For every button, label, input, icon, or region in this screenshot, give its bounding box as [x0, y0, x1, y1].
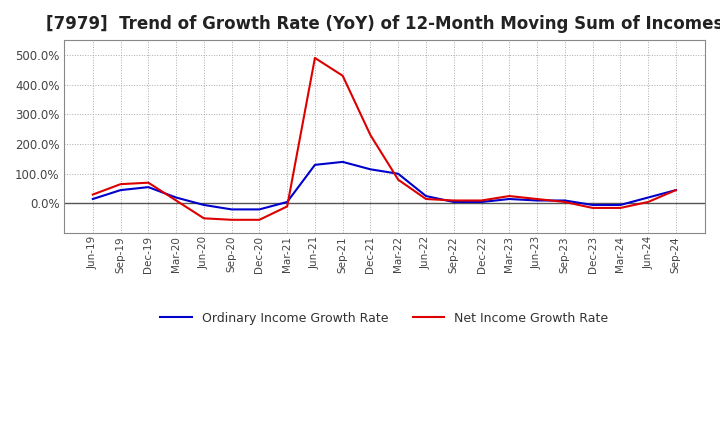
Net Income Growth Rate	[560, 199, 569, 205]
Ordinary Income Growth Rate	[228, 207, 236, 212]
Ordinary Income Growth Rate	[616, 202, 625, 208]
Net Income Growth Rate	[477, 198, 486, 203]
Ordinary Income Growth Rate	[422, 194, 431, 199]
Net Income Growth Rate	[533, 196, 541, 202]
Ordinary Income Growth Rate	[172, 195, 181, 200]
Net Income Growth Rate	[338, 73, 347, 78]
Ordinary Income Growth Rate	[394, 171, 402, 176]
Net Income Growth Rate	[228, 217, 236, 223]
Legend: Ordinary Income Growth Rate, Net Income Growth Rate: Ordinary Income Growth Rate, Net Income …	[156, 307, 613, 330]
Ordinary Income Growth Rate	[116, 187, 125, 193]
Ordinary Income Growth Rate	[560, 198, 569, 203]
Net Income Growth Rate	[144, 180, 153, 185]
Line: Ordinary Income Growth Rate: Ordinary Income Growth Rate	[93, 162, 676, 209]
Net Income Growth Rate	[588, 205, 597, 211]
Net Income Growth Rate	[394, 177, 402, 182]
Ordinary Income Growth Rate	[310, 162, 319, 168]
Net Income Growth Rate	[449, 198, 458, 203]
Net Income Growth Rate	[310, 55, 319, 61]
Net Income Growth Rate	[89, 192, 97, 197]
Ordinary Income Growth Rate	[144, 184, 153, 190]
Net Income Growth Rate	[255, 217, 264, 223]
Net Income Growth Rate	[199, 216, 208, 221]
Ordinary Income Growth Rate	[255, 207, 264, 212]
Net Income Growth Rate	[644, 199, 652, 205]
Ordinary Income Growth Rate	[533, 198, 541, 203]
Ordinary Income Growth Rate	[477, 199, 486, 205]
Net Income Growth Rate	[172, 198, 181, 203]
Ordinary Income Growth Rate	[505, 196, 513, 202]
Net Income Growth Rate	[422, 196, 431, 202]
Ordinary Income Growth Rate	[588, 202, 597, 208]
Net Income Growth Rate	[366, 132, 375, 138]
Net Income Growth Rate	[116, 182, 125, 187]
Ordinary Income Growth Rate	[338, 159, 347, 165]
Net Income Growth Rate	[283, 204, 292, 209]
Ordinary Income Growth Rate	[89, 196, 97, 202]
Ordinary Income Growth Rate	[366, 167, 375, 172]
Ordinary Income Growth Rate	[199, 202, 208, 208]
Net Income Growth Rate	[672, 187, 680, 193]
Net Income Growth Rate	[616, 205, 625, 211]
Line: Net Income Growth Rate: Net Income Growth Rate	[93, 58, 676, 220]
Net Income Growth Rate	[505, 194, 513, 199]
Ordinary Income Growth Rate	[283, 199, 292, 205]
Title: [7979]  Trend of Growth Rate (YoY) of 12-Month Moving Sum of Incomes: [7979] Trend of Growth Rate (YoY) of 12-…	[45, 15, 720, 33]
Ordinary Income Growth Rate	[672, 187, 680, 193]
Ordinary Income Growth Rate	[449, 199, 458, 205]
Ordinary Income Growth Rate	[644, 195, 652, 200]
